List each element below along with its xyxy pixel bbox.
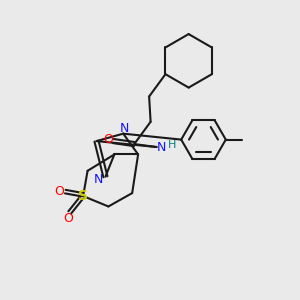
Text: O: O (103, 133, 113, 146)
Text: S: S (78, 189, 88, 203)
Text: N: N (157, 140, 167, 154)
Text: N: N (120, 122, 129, 135)
Text: H: H (168, 140, 176, 150)
Text: N: N (94, 173, 104, 186)
Text: O: O (54, 184, 64, 197)
Text: O: O (63, 212, 73, 225)
